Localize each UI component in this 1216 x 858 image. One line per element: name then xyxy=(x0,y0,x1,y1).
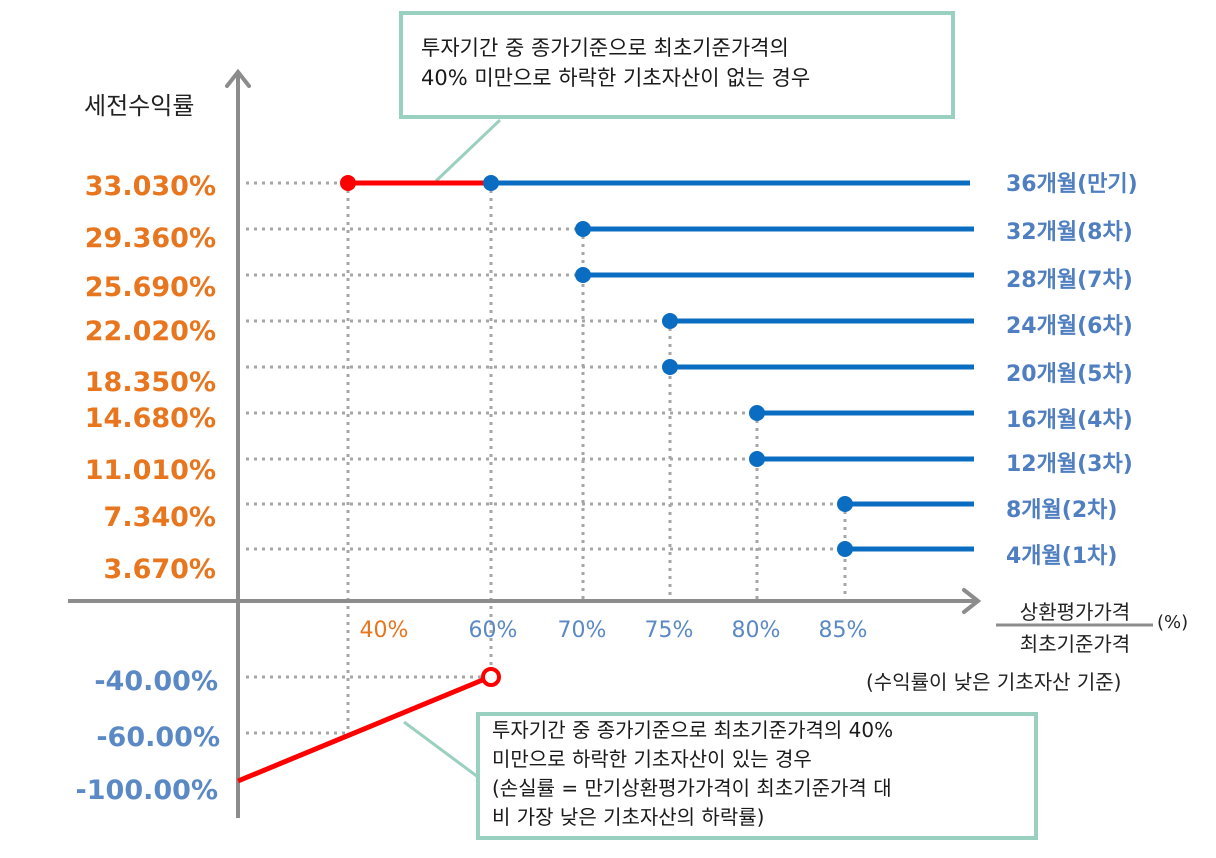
svg-text:18.350%: 18.350% xyxy=(85,367,216,398)
y-axis-title: 세전수익률 xyxy=(84,92,195,120)
y-labels-positive: 33.030% 29.360% 25.690% 22.020% 18.350% … xyxy=(85,171,216,585)
svg-text:28개월(7차): 28개월(7차) xyxy=(1006,268,1133,293)
redemption-lines xyxy=(491,180,974,552)
svg-text:85%: 85% xyxy=(819,618,868,643)
svg-text:32개월(8차): 32개월(8차) xyxy=(1006,220,1133,245)
x-axis-note: (수익률이 낮은 기초자산 기준) xyxy=(866,670,1122,694)
loss-line xyxy=(237,676,486,784)
svg-text:8개월(2차): 8개월(2차) xyxy=(1006,498,1117,523)
svg-text:20개월(5차): 20개월(5차) xyxy=(1006,362,1133,387)
grid-horizontal xyxy=(246,181,845,735)
svg-text:29.360%: 29.360% xyxy=(85,223,216,254)
series-labels: 36개월(만기) 32개월(8차) 28개월(7차) 24개월(6차) 20개월… xyxy=(1006,172,1138,569)
svg-text:33.030%: 33.030% xyxy=(85,171,216,202)
x-axis-numerator: 상환평가가격 xyxy=(1019,600,1131,624)
x-axis-denominator: 최초기준가격 xyxy=(1019,632,1131,656)
x-axis xyxy=(68,588,982,614)
x-axis-unit: (%) xyxy=(1157,612,1189,633)
loss-open-marker xyxy=(481,667,501,687)
svg-text:4개월(1차): 4개월(1차) xyxy=(1006,544,1117,569)
svg-text:12개월(3차): 12개월(3차) xyxy=(1006,452,1133,477)
svg-text:-100.00%: -100.00% xyxy=(76,775,218,806)
redemption-markers xyxy=(483,175,853,557)
svg-text:7.340%: 7.340% xyxy=(104,502,216,533)
svg-text:25.690%: 25.690% xyxy=(85,272,216,303)
svg-text:24개월(6차): 24개월(6차) xyxy=(1006,314,1133,339)
callout-no-knock-in: 투자기간 중 종가기준으로 최초기준가격의 40% 미만으로 하락한 기초자산이… xyxy=(399,11,955,119)
y-axis xyxy=(225,68,251,818)
callout-bottom-leader xyxy=(403,720,479,779)
svg-text:40%: 40% xyxy=(360,618,409,643)
callout-top-leader xyxy=(434,118,502,183)
grid-vertical xyxy=(346,190,847,733)
svg-text:-40.00%: -40.00% xyxy=(94,666,218,697)
svg-text:80%: 80% xyxy=(732,618,781,643)
svg-text:16개월(4차): 16개월(4차) xyxy=(1006,408,1133,433)
callout-knock-in: 투자기간 중 종가기준으로 최초기준가격의 40% 미만으로 하락한 기초자산이… xyxy=(476,712,1038,840)
svg-text:70%: 70% xyxy=(558,618,607,643)
svg-text:36개월(만기): 36개월(만기) xyxy=(1006,172,1138,197)
svg-text:3.670%: 3.670% xyxy=(104,554,216,585)
x-labels: 40% 60% 70% 75% 80% 85% xyxy=(360,618,868,643)
y-labels-negative: -40.00% -60.00% -100.00% xyxy=(76,666,220,806)
svg-text:60%: 60% xyxy=(469,618,518,643)
svg-text:22.020%: 22.020% xyxy=(85,316,216,347)
svg-text:-60.00%: -60.00% xyxy=(96,722,220,753)
svg-text:14.680%: 14.680% xyxy=(85,403,216,434)
knock-in-marker xyxy=(340,175,356,191)
svg-text:75%: 75% xyxy=(645,618,694,643)
svg-text:11.010%: 11.010% xyxy=(85,455,216,486)
